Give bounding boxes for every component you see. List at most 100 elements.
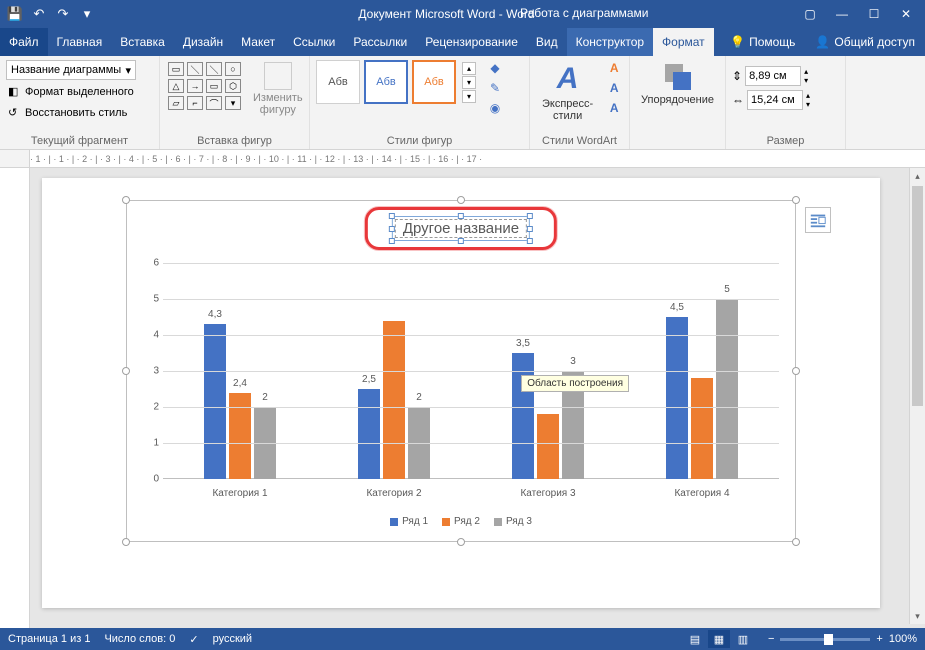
tab-layout[interactable]: Макет: [232, 28, 284, 56]
selection-handle[interactable]: [792, 196, 800, 204]
gallery-up-icon[interactable]: ▴: [462, 62, 476, 75]
text-fill-icon[interactable]: A: [605, 60, 623, 76]
tab-format[interactable]: Формат: [653, 28, 714, 56]
shape-rect[interactable]: ▭: [168, 62, 184, 76]
chart-object[interactable]: Другое название 0123456 4,32,422,523,534…: [126, 200, 796, 542]
save-icon[interactable]: 💾: [4, 3, 26, 25]
undo-icon[interactable]: ↶: [28, 3, 50, 25]
legend-item[interactable]: Ряд 2: [442, 516, 480, 527]
style-item[interactable]: Абв: [412, 60, 456, 104]
tab-design[interactable]: Дизайн: [174, 28, 232, 56]
shapes-gallery[interactable]: ▭＼＼○ △→▭⬡ ▱⌐⌒▾: [166, 60, 243, 112]
shape-rect2[interactable]: ▭: [206, 79, 222, 93]
style-item[interactable]: Абв: [364, 60, 408, 104]
height-field[interactable]: ⇕ ▴▾: [732, 66, 810, 86]
tab-home[interactable]: Главная: [48, 28, 112, 56]
zoom-out-icon[interactable]: −: [768, 633, 774, 645]
selection-handle[interactable]: [122, 196, 130, 204]
proofing-icon[interactable]: ✓: [189, 633, 198, 646]
tell-me[interactable]: 💡 Помощь: [720, 28, 805, 56]
chart-legend[interactable]: Ряд 1 Ряд 2 Ряд 3: [127, 516, 795, 527]
chart-title-selection[interactable]: Другое название: [392, 216, 530, 241]
selection-handle[interactable]: [792, 538, 800, 546]
bar[interactable]: 2,4: [229, 393, 251, 479]
maximize-icon[interactable]: ☐: [859, 0, 889, 28]
bar[interactable]: 4,5: [666, 317, 688, 479]
page-indicator[interactable]: Страница 1 из 1: [8, 633, 90, 645]
shape-fill-icon[interactable]: ◆: [486, 60, 504, 76]
shape-line[interactable]: ＼: [187, 62, 203, 76]
gallery-down-icon[interactable]: ▾: [462, 76, 476, 89]
zoom-control[interactable]: − + 100%: [768, 633, 917, 645]
width-field[interactable]: ⇔ ▴▾: [732, 90, 810, 110]
bar[interactable]: 2,5: [358, 389, 380, 479]
scroll-down-icon[interactable]: ▾: [910, 608, 925, 624]
web-layout-icon[interactable]: ▥: [732, 630, 754, 648]
selection-handle[interactable]: [122, 367, 130, 375]
style-item[interactable]: Абв: [316, 60, 360, 104]
format-selection-button[interactable]: ◧ Формат выделенного: [6, 83, 136, 101]
qat-more-icon[interactable]: ▾: [76, 3, 98, 25]
bar[interactable]: 4,3: [204, 324, 226, 479]
zoom-in-icon[interactable]: +: [876, 633, 882, 645]
chart-title[interactable]: Другое название: [403, 220, 519, 237]
bar[interactable]: [537, 414, 559, 479]
minimize-icon[interactable]: ―: [827, 0, 857, 28]
vertical-scrollbar[interactable]: ▴ ▾: [909, 168, 925, 624]
shape-outline-icon[interactable]: ✎: [486, 80, 504, 96]
read-mode-icon[interactable]: ▤: [684, 630, 706, 648]
shape-effects-icon[interactable]: ◉: [486, 100, 504, 116]
tab-view[interactable]: Вид: [527, 28, 567, 56]
shape-line2[interactable]: ＼: [206, 62, 222, 76]
selection-handle[interactable]: [457, 196, 465, 204]
close-icon[interactable]: ✕: [891, 0, 921, 28]
bar[interactable]: [691, 378, 713, 479]
bar[interactable]: 5: [716, 299, 738, 479]
layout-options-icon[interactable]: [805, 207, 831, 233]
height-input[interactable]: [745, 66, 801, 86]
shape-hex[interactable]: ⬡: [225, 79, 241, 93]
legend-item[interactable]: Ряд 3: [494, 516, 532, 527]
tab-review[interactable]: Рецензирование: [416, 28, 527, 56]
share-button[interactable]: 👤 Общий доступ: [805, 28, 925, 56]
bar[interactable]: [383, 321, 405, 479]
zoom-thumb[interactable]: [824, 634, 833, 645]
redo-icon[interactable]: ↷: [52, 3, 74, 25]
reset-style-button[interactable]: ↺ Восстановить стиль: [6, 104, 129, 122]
legend-item[interactable]: Ряд 1: [390, 516, 428, 527]
gallery-more-icon[interactable]: ▾: [462, 90, 476, 103]
page[interactable]: Другое название 0123456 4,32,422,523,534…: [42, 178, 880, 608]
word-count[interactable]: Число слов: 0: [104, 633, 175, 645]
horizontal-ruler[interactable]: · 1 · | · 1 · | · 2 · | · 3 · | · 4 · | …: [0, 150, 925, 168]
tab-file[interactable]: Файл: [0, 28, 48, 56]
shape-curve[interactable]: ⌒: [206, 96, 222, 110]
shape-arrow[interactable]: →: [187, 79, 203, 93]
arrange-button[interactable]: Упорядочение: [635, 60, 720, 108]
selection-handle[interactable]: [122, 538, 130, 546]
shape-l[interactable]: ⌐: [187, 96, 203, 110]
shape-more[interactable]: ▾: [225, 96, 241, 110]
shape-oval[interactable]: ○: [225, 62, 241, 76]
selection-handle[interactable]: [792, 367, 800, 375]
tab-mailings[interactable]: Рассылки: [344, 28, 416, 56]
text-effects-icon[interactable]: A: [605, 100, 623, 116]
scroll-thumb[interactable]: [912, 186, 923, 406]
width-input[interactable]: [747, 90, 803, 110]
shape-tri[interactable]: △: [168, 79, 184, 93]
chart-element-selector[interactable]: Название диаграммы▾: [6, 60, 136, 80]
tab-insert[interactable]: Вставка: [111, 28, 174, 56]
shape-style-gallery[interactable]: Абв Абв Абв ▴ ▾ ▾: [316, 60, 476, 104]
selection-handle[interactable]: [457, 538, 465, 546]
vertical-ruler[interactable]: [0, 168, 30, 628]
text-outline-icon[interactable]: A: [605, 80, 623, 96]
tab-references[interactable]: Ссылки: [284, 28, 344, 56]
zoom-level[interactable]: 100%: [889, 633, 917, 645]
shape-para[interactable]: ▱: [168, 96, 184, 110]
tab-constructor[interactable]: Конструктор: [567, 28, 653, 56]
wordart-express-button[interactable]: A Экспресс- стили: [536, 60, 599, 124]
ribbon-options-icon[interactable]: ▢: [795, 0, 825, 28]
scroll-up-icon[interactable]: ▴: [910, 168, 925, 184]
print-layout-icon[interactable]: ▦: [708, 630, 730, 648]
language[interactable]: русский: [213, 633, 252, 645]
plot-area[interactable]: 0123456 4,32,422,523,534,55 Область пост…: [163, 263, 779, 479]
